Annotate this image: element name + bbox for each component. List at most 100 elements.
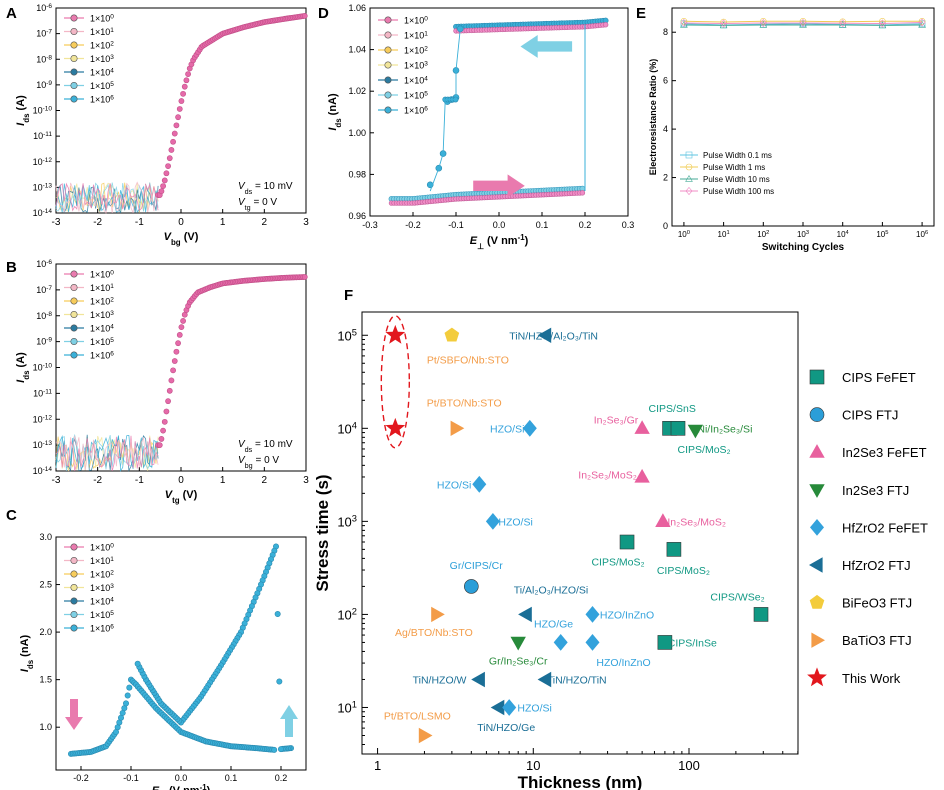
annotation-label: Gr/CIPS/Cr	[450, 560, 504, 572]
x-tick-label: -3	[52, 217, 61, 228]
data-point	[619, 534, 635, 550]
data-point	[301, 274, 308, 280]
legend-marker	[384, 76, 392, 84]
legend-label: 1×101	[90, 556, 114, 567]
step-line	[429, 28, 461, 192]
x-tick-label: 105	[876, 230, 888, 239]
x-tick-label: 0.1	[225, 773, 238, 783]
data-point	[431, 606, 445, 623]
data-point	[444, 327, 460, 342]
legend-marker	[70, 270, 78, 278]
y-tick-label: 10-12	[33, 156, 53, 167]
data-point	[655, 513, 671, 527]
y-axis-label: Ids (A)	[15, 95, 31, 126]
y-tick-label: 104	[337, 420, 357, 436]
legend-marker	[70, 610, 78, 618]
legend-marker	[70, 556, 78, 564]
y-tick-label: 105	[337, 327, 357, 343]
annotation-vds: Vds = 10 mV	[238, 181, 293, 196]
data-point	[464, 579, 479, 594]
legend-label: Pulse Width 10 ms	[703, 175, 770, 184]
legend-label: 1×102	[90, 40, 114, 51]
data-point	[170, 367, 176, 374]
legend-label: In2Se3 FeFET	[842, 445, 927, 460]
legend-label: 1×100	[90, 269, 114, 280]
panel-D: D 0.96 0.98 1.00 1.02 1.04 1.06 -0.3 -0.2 -0.1 0.0…	[318, 3, 634, 251]
legend-label: 1×101	[404, 30, 428, 41]
x-axis-label: Switching Cycles	[762, 242, 845, 253]
annotation-vg: Vtg = 0 V	[238, 197, 277, 212]
annotation-label: Ni/In₂Se₃/Si	[697, 423, 752, 435]
x-tick-label: 100	[678, 230, 690, 239]
annotation-label: CIPS/WSe₂	[710, 592, 764, 604]
data-point	[450, 420, 465, 436]
data-point	[657, 635, 673, 650]
data-point	[472, 475, 487, 493]
x-tick-label: 104	[837, 230, 850, 239]
data-point	[537, 327, 552, 343]
x-tick-label: 0.0	[493, 220, 506, 230]
x-tick-label: 3	[303, 217, 309, 228]
annotation-label: CIPS/MoS₂	[591, 557, 644, 569]
legend-label: 1×105	[90, 337, 114, 348]
legend: CIPS FeFET CIPS FTJ In2Se3 FeFET In2Se3 FTJ…	[807, 369, 928, 687]
data-point	[522, 419, 537, 437]
data-point	[670, 421, 686, 436]
legend-label: 1×103	[404, 60, 428, 71]
y-tick-label: 10-10	[33, 362, 53, 373]
data-point	[176, 106, 183, 112]
data-point	[180, 318, 186, 324]
legend-marker	[70, 351, 78, 359]
x-tick-label: 103	[797, 230, 809, 239]
legend-label: 1×103	[90, 310, 114, 321]
legend-label: CIPS FTJ	[842, 408, 898, 423]
annotation-label: HZO/Si	[498, 516, 532, 528]
right-arrow-icon	[473, 174, 525, 198]
legend-label: 1×102	[404, 45, 428, 56]
data-point	[759, 18, 767, 28]
data-point	[680, 18, 688, 25]
data-point	[839, 19, 847, 28]
legend-marker	[70, 570, 78, 578]
data-point	[163, 408, 170, 415]
y-tick-label: 1.06	[348, 3, 366, 13]
legend: 1×100 1×101 1×102 1×103 1×104 1×105 1×106	[64, 542, 114, 634]
legend-marker	[70, 624, 78, 632]
data-point	[173, 122, 180, 129]
y-tick-label: 10-8	[36, 310, 52, 321]
data-point	[160, 427, 166, 434]
data-point	[879, 19, 886, 28]
legend-marker	[807, 667, 827, 687]
legend: 1×100 1×101 1×102 1×103 1×104 1×105 1×106	[378, 15, 428, 116]
y-tick-label: 10-12	[33, 414, 53, 425]
data-point	[490, 699, 505, 716]
annotation-label: TiN/HZO/Ge	[477, 722, 535, 734]
data-point	[163, 170, 170, 177]
data-point	[585, 606, 600, 623]
legend-marker	[685, 163, 693, 171]
data-point	[271, 746, 278, 753]
legend-marker	[70, 41, 78, 49]
x-axis-label: E⊥ (V nm-1)	[470, 233, 529, 251]
data-point	[585, 634, 600, 651]
y-tick-label: 1.5	[39, 675, 52, 685]
data-point	[687, 424, 704, 439]
y-tick-label: 0	[663, 221, 668, 231]
panel-F: F 1 10 100 101 102 103 104 105 Thickness (nm) Stre…	[313, 287, 928, 790]
annotation-label: HZO/Si	[517, 702, 551, 714]
data-point	[799, 18, 807, 28]
legend-label: 1×106	[90, 94, 114, 105]
y-axis-label: Ids (A)	[15, 352, 31, 383]
data-point	[918, 18, 926, 25]
data-point	[471, 671, 485, 688]
y-tick-label: 10-6	[36, 3, 52, 14]
legend-label: BiFeO3 FTJ	[842, 596, 912, 611]
y-tick-label: 10-9	[36, 79, 52, 90]
panel-label: F	[344, 287, 353, 304]
y-tick-label: 2.5	[39, 580, 52, 590]
legend-label: Pulse Width 1 ms	[703, 163, 765, 172]
x-tick-label: 2	[262, 217, 268, 228]
data-point	[276, 678, 283, 685]
legend-marker	[70, 583, 78, 591]
